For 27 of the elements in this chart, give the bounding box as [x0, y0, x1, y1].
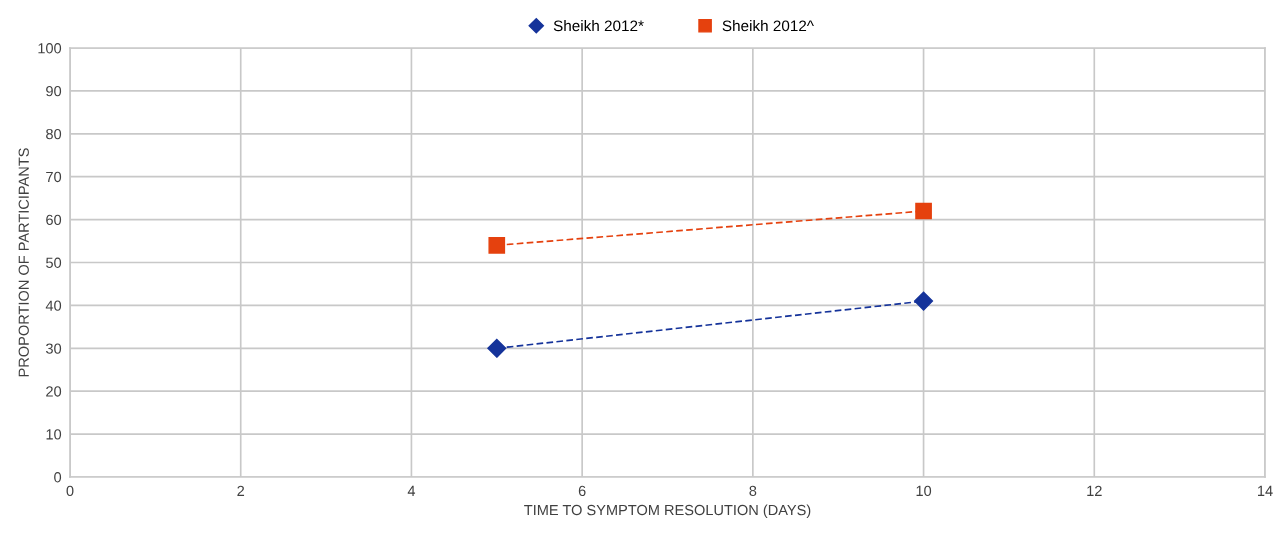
- x-tick-label: 12: [1087, 485, 1102, 496]
- point: [487, 338, 507, 358]
- x-tick-label: 14: [1258, 485, 1273, 496]
- x-tick-label: 6: [578, 485, 586, 497]
- y-tick-label: 50: [46, 257, 62, 268]
- legend-label: Sheikh 2012^: [722, 20, 814, 32]
- x-tick-label: 4: [407, 485, 416, 496]
- y-axis-title: PROPORTION OF PARTICIPANTS: [18, 148, 29, 377]
- point: [915, 202, 932, 220]
- x-tick-label: 8: [749, 485, 757, 497]
- y-tick-label: 80: [46, 128, 62, 140]
- y-tick-label: 70: [46, 171, 62, 183]
- y-tick-label: 20: [46, 386, 62, 397]
- y-tick-label: 10: [46, 429, 62, 440]
- x-tick-label: 10: [916, 485, 932, 497]
- x-tick-label: 2: [237, 485, 245, 496]
- point: [488, 237, 506, 254]
- y-tick-label: 100: [38, 43, 62, 54]
- legend-label: Sheikh 2012*: [553, 20, 644, 32]
- y-tick-label: 60: [46, 214, 62, 226]
- x-tick-label: 0: [66, 485, 74, 497]
- y-tick-label: 30: [46, 343, 62, 354]
- y-tick-label: 40: [45, 300, 62, 311]
- y-tick-label: 0: [54, 472, 62, 483]
- x-axis-title: TIME TO SYMPTOM RESOLUTION (DAYS): [524, 504, 811, 519]
- point: [914, 291, 934, 311]
- y-tick-label: 90: [46, 86, 62, 97]
